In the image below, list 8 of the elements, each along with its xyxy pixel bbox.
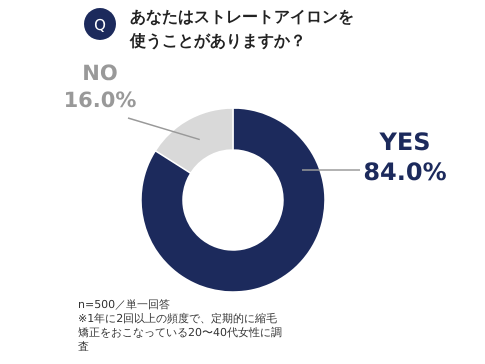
chart-title: あなたはストレートアイロンを使うことがありますか？ [129, 7, 354, 50]
text: Q [94, 16, 106, 34]
slice-label: YES [378, 128, 431, 156]
data-label: 16.0% [64, 88, 136, 112]
data-label: 84.0% [363, 158, 447, 186]
text: n=500／単一回答 [78, 298, 170, 311]
text: ※1年に2回以上の頻度で、定期的に縮毛矯正をおこなっている20〜40代女性に調査 [78, 312, 282, 353]
slice-label: NO [82, 61, 118, 85]
